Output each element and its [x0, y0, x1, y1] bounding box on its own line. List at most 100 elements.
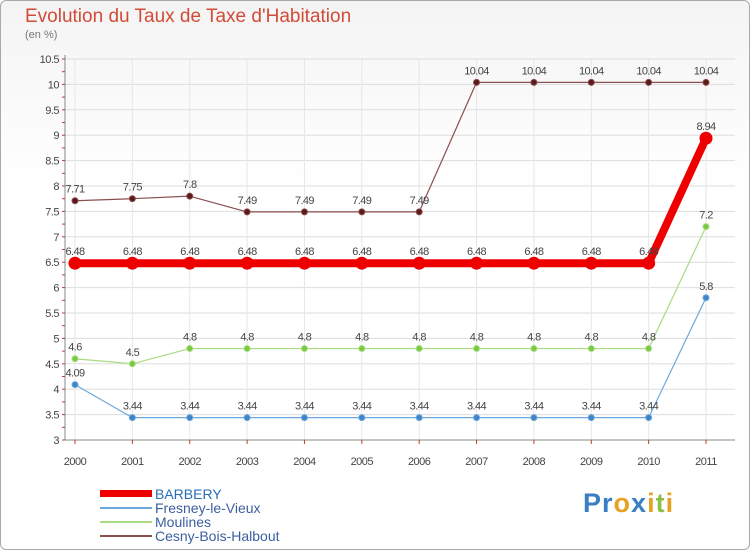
data-point-fresney-le-vieux	[243, 414, 251, 422]
y-tick-label: 6	[53, 283, 59, 295]
data-point-fresney-le-vieux	[71, 381, 79, 389]
data-label-moulines: 4.8	[412, 332, 426, 344]
legend-swatch	[100, 535, 152, 537]
data-label-cesny-bois-halbout: 7.8	[183, 179, 197, 191]
chart-title: Evolution du Taux de Taxe d'Habitation	[25, 6, 352, 27]
data-point-fresney-le-vieux	[645, 414, 653, 422]
y-tick-label: 5.5	[45, 308, 59, 320]
legend-label: BARBERY	[155, 486, 222, 502]
legend-label: Moulines	[155, 514, 212, 530]
data-point-moulines	[415, 345, 423, 353]
x-tick-label: 2010	[637, 456, 660, 468]
data-point-moulines	[128, 360, 136, 368]
data-point-cesny-bois-halbout	[587, 78, 595, 86]
series-line-cesny-bois-halbout	[74, 81, 706, 213]
data-point-cesny-bois-halbout	[300, 208, 308, 216]
series-line-fresney-le-vieux	[74, 297, 707, 419]
data-point-barbery	[68, 256, 82, 270]
series-line-barbery	[75, 136, 710, 268]
data-point-barbery	[125, 256, 139, 270]
data-label-barbery: 6.48	[180, 246, 199, 258]
data-point-cesny-bois-halbout	[243, 208, 251, 216]
data-label-barbery: 8.94	[696, 121, 715, 133]
data-label-cesny-bois-halbout: 7.75	[123, 182, 142, 194]
y-tick-label: 10	[48, 79, 60, 91]
data-point-moulines	[71, 355, 79, 363]
data-label-fresney-le-vieux: 3.44	[123, 401, 142, 413]
data-label-moulines: 4.8	[470, 332, 484, 344]
data-label-barbery: 6.48	[582, 246, 601, 258]
data-label-fresney-le-vieux: 5.8	[699, 281, 713, 293]
data-point-barbery	[297, 256, 311, 270]
data-label-cesny-bois-halbout: 10.04	[636, 65, 661, 77]
logo-letter: r	[602, 488, 614, 518]
data-point-barbery	[527, 256, 541, 270]
data-label-moulines: 4.8	[298, 332, 312, 344]
data-point-fresney-le-vieux	[186, 414, 194, 422]
data-label-fresney-le-vieux: 4.09	[65, 368, 84, 380]
data-label-barbery: 6.48	[524, 246, 543, 258]
data-point-cesny-bois-halbout	[702, 78, 710, 86]
data-point-barbery	[412, 256, 426, 270]
data-point-barbery	[355, 256, 369, 270]
y-tick-label: 4	[53, 384, 59, 396]
data-point-barbery	[642, 256, 656, 270]
x-tick-label: 2002	[178, 456, 201, 468]
x-tick-label: 2004	[293, 456, 316, 468]
y-tick-label: 10.5	[40, 54, 60, 66]
proxiti-logo: Proxiti	[583, 488, 674, 519]
data-point-barbery	[470, 256, 484, 270]
data-label-fresney-le-vieux: 3.44	[180, 401, 199, 413]
x-tick-label: 2008	[523, 456, 546, 468]
data-point-fresney-le-vieux	[587, 414, 595, 422]
data-label-fresney-le-vieux: 3.44	[295, 401, 314, 413]
data-point-cesny-bois-halbout	[128, 195, 136, 203]
data-point-fresney-le-vieux	[530, 414, 538, 422]
data-point-cesny-bois-halbout	[645, 78, 653, 86]
data-point-cesny-bois-halbout	[358, 208, 366, 216]
data-point-fresney-le-vieux	[300, 414, 308, 422]
y-tick-label: 9	[53, 130, 59, 142]
data-label-barbery: 6.48	[639, 246, 658, 258]
data-point-fresney-le-vieux	[358, 414, 366, 422]
data-label-barbery: 6.48	[123, 246, 142, 258]
data-label-cesny-bois-halbout: 7.49	[410, 195, 429, 207]
data-label-moulines: 4.8	[183, 332, 197, 344]
data-point-cesny-bois-halbout	[473, 78, 481, 86]
x-tick-label: 2005	[351, 456, 374, 468]
data-label-barbery: 6.48	[352, 246, 371, 258]
legend-label: Cesny-Bois-Halbout	[155, 528, 280, 544]
data-label-moulines: 4.8	[585, 332, 599, 344]
data-label-cesny-bois-halbout: 7.49	[352, 195, 371, 207]
y-tick-label: 3	[53, 435, 59, 447]
data-point-moulines	[300, 345, 308, 353]
y-tick-label: 7.5	[45, 206, 59, 218]
legend-swatch	[100, 490, 152, 497]
data-label-moulines: 4.8	[355, 332, 369, 344]
data-label-cesny-bois-halbout: 10.04	[522, 65, 547, 77]
data-label-moulines: 4.6	[68, 342, 82, 354]
y-tick-label: 7	[53, 232, 59, 244]
data-label-cesny-bois-halbout: 7.49	[295, 195, 314, 207]
data-point-moulines	[645, 345, 653, 353]
y-tick-label: 6.5	[45, 257, 59, 269]
data-label-barbery: 6.48	[467, 246, 486, 258]
y-tick-label: 3.5	[45, 410, 59, 422]
data-label-cesny-bois-halbout: 10.04	[694, 65, 719, 77]
x-tick-label: 2001	[121, 456, 144, 468]
y-tick-label: 8.5	[45, 156, 59, 168]
chart-unit-label: (en %)	[25, 29, 58, 41]
data-label-barbery: 6.48	[65, 246, 84, 258]
data-point-cesny-bois-halbout	[186, 192, 194, 200]
data-point-fresney-le-vieux	[415, 414, 423, 422]
data-label-moulines: 7.2	[699, 210, 713, 222]
data-label-fresney-le-vieux: 3.44	[467, 401, 486, 413]
legend-swatch	[100, 507, 152, 509]
data-label-fresney-le-vieux: 3.44	[639, 401, 658, 413]
y-tick-label: 8	[53, 181, 59, 193]
data-point-moulines	[473, 345, 481, 353]
logo-letter: i	[647, 488, 656, 518]
data-label-cesny-bois-halbout: 7.71	[65, 184, 84, 196]
logo-letter: P	[583, 488, 603, 518]
